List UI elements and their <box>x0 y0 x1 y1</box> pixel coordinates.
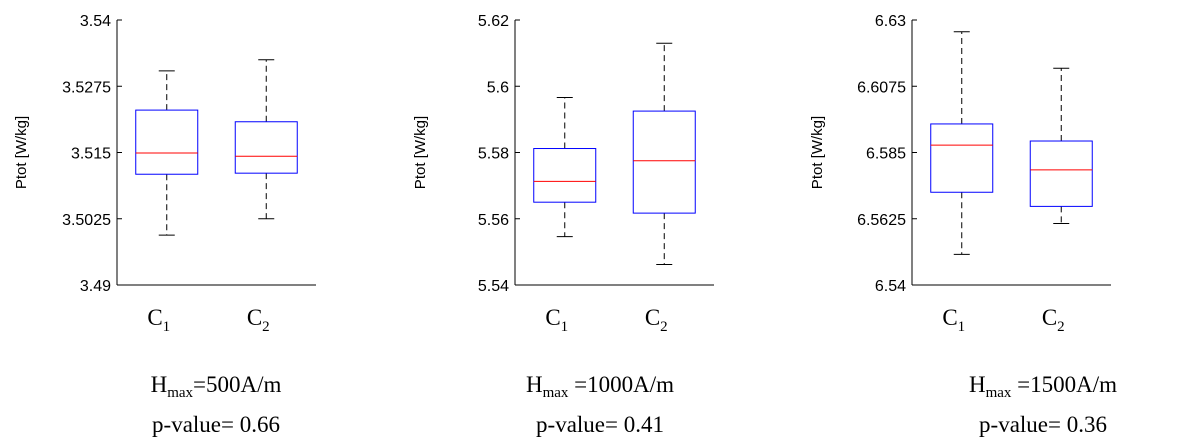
category-label: C2 <box>1042 305 1065 335</box>
caption-h-value: =1500A/m <box>1011 372 1117 397</box>
category-label: C1 <box>147 305 170 335</box>
y-tick-label: 6.63 <box>875 13 906 30</box>
y-tick-label: 5.54 <box>478 278 509 295</box>
caption-h-subscript: max <box>167 385 193 401</box>
box-2 <box>632 42 696 265</box>
y-tick-label: 6.5625 <box>857 212 906 229</box>
caption-h-value: =500A/m <box>193 372 281 397</box>
iqr-box <box>1029 140 1093 207</box>
category-label-base: C <box>1042 305 1057 330</box>
category-label-base: C <box>645 305 660 330</box>
y-tick-label: 3.54 <box>80 13 111 30</box>
category-label-base: C <box>147 305 162 330</box>
category-label-base: C <box>247 305 262 330</box>
y-tick-label: 6.585 <box>866 146 906 163</box>
caption-p-value: p-value= 0.36 <box>979 412 1107 437</box>
caption-h-subscript: max <box>986 385 1012 401</box>
category-label-subscript: 1 <box>163 319 171 335</box>
iqr-box <box>234 121 298 174</box>
category-label-subscript: 1 <box>958 319 966 335</box>
category-label: C2 <box>247 305 270 335</box>
category-label-subscript: 2 <box>660 319 668 335</box>
category-label: C2 <box>645 305 668 335</box>
y-axis-label: Ptot [W/kg] <box>809 116 826 189</box>
caption-h: H <box>969 372 986 397</box>
iqr-box <box>533 148 597 203</box>
caption-hmax: Hmax =1000A/m <box>526 372 674 401</box>
caption-h-subscript: max <box>543 385 569 401</box>
caption-hmax: Hmax =1500A/m <box>969 372 1117 401</box>
caption-hmax: Hmax=500A/m <box>151 372 282 401</box>
category-label-base: C <box>545 305 560 330</box>
y-axis-label: Ptot [W/kg] <box>13 116 30 189</box>
caption-p-value: p-value= 0.66 <box>152 412 280 437</box>
iqr-box <box>930 123 994 193</box>
y-tick-label: 3.49 <box>80 278 111 295</box>
caption-h-value: =1000A/m <box>568 372 674 397</box>
y-axis-label: Ptot [W/kg] <box>412 116 429 189</box>
y-tick-label: 5.6 <box>487 79 509 96</box>
category-label: C1 <box>942 305 965 335</box>
category-label-subscript: 2 <box>1057 319 1065 335</box>
y-tick-label: 5.62 <box>478 13 509 30</box>
y-tick-label: 5.56 <box>478 212 509 229</box>
iqr-box <box>632 110 696 214</box>
category-label-subscript: 2 <box>262 319 270 335</box>
category-label-base: C <box>942 305 957 330</box>
category-label: C1 <box>545 305 568 335</box>
category-label-subscript: 1 <box>561 319 569 335</box>
caption-h: H <box>151 372 168 397</box>
y-tick-label: 6.54 <box>875 278 906 295</box>
y-tick-label: 5.58 <box>478 146 509 163</box>
box-1 <box>135 70 199 236</box>
iqr-box <box>135 109 199 175</box>
y-tick-label: 3.5025 <box>62 212 111 229</box>
caption-p-value: p-value= 0.41 <box>536 412 664 437</box>
box-1 <box>930 31 994 255</box>
y-tick-label: 3.5275 <box>62 79 111 96</box>
box-1 <box>533 97 597 238</box>
y-tick-label: 3.515 <box>71 146 111 163</box>
box-2 <box>234 59 298 220</box>
y-tick-label: 6.6075 <box>857 79 906 96</box>
caption-h: H <box>526 372 543 397</box>
box-2 <box>1029 67 1093 224</box>
